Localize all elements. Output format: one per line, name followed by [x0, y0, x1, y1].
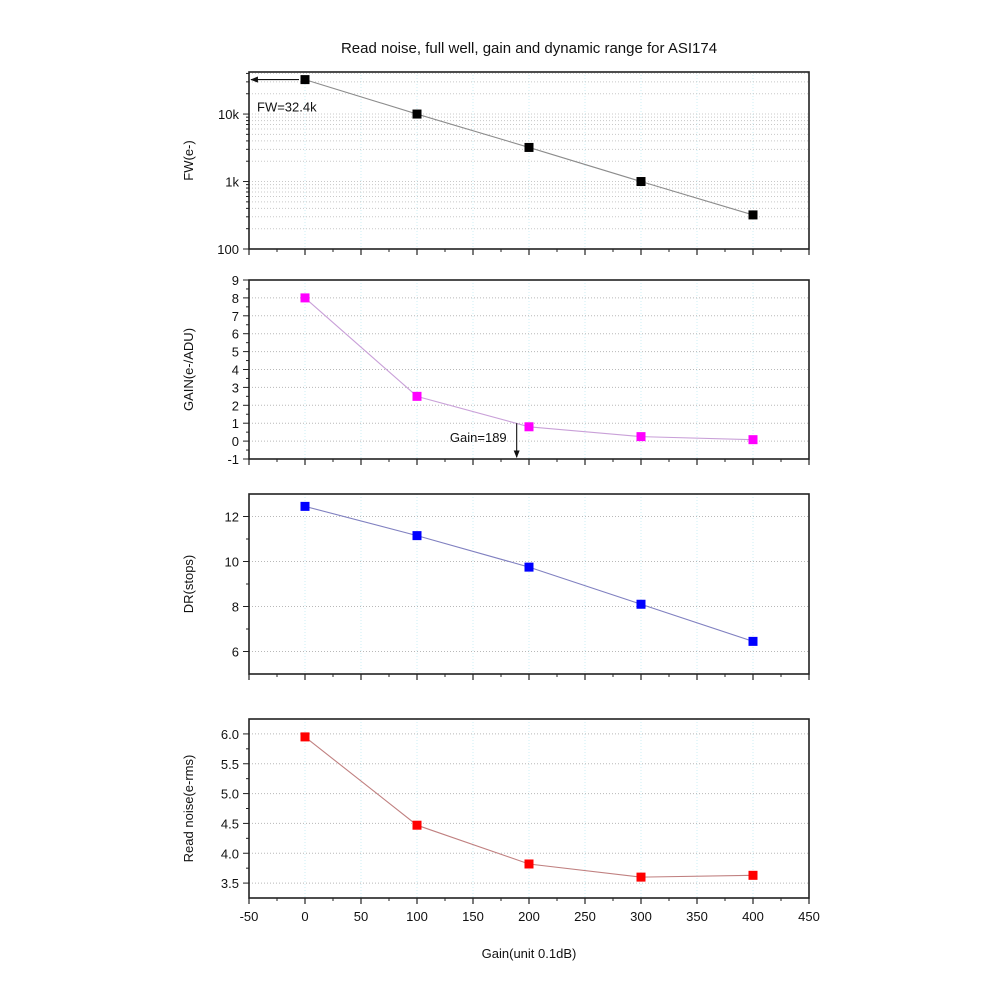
chart-title: Read noise, full well, gain and dynamic … — [340, 40, 718, 57]
data-point — [300, 732, 310, 742]
series-line — [304, 736, 754, 878]
y-tick-label: 6 — [232, 645, 239, 660]
data-point — [412, 391, 422, 401]
y-tick-label: 7 — [232, 309, 239, 324]
x-tick-label: 100 — [406, 909, 428, 924]
x-tick-label: 0 — [301, 909, 308, 924]
gain-annotation: Gain=189 — [450, 430, 507, 445]
y-tick-label: 3.5 — [221, 876, 239, 891]
y-tick-label: -1 — [227, 452, 239, 467]
y-tick-label: 3 — [232, 380, 239, 395]
y-tick-label: 1k — [225, 175, 239, 190]
data-point — [636, 432, 646, 442]
x-tick-label: 300 — [630, 909, 652, 924]
x-axis-label: Gain(unit 0.1dB) — [481, 946, 577, 961]
y-axis-label: FW(e-) — [181, 140, 196, 180]
fw-annotation: FW=32.4k — [257, 100, 317, 115]
y-tick-label: 4.5 — [221, 816, 239, 831]
y-tick-label: 6.0 — [221, 727, 239, 742]
data-point — [636, 177, 646, 187]
panel-read-noise: 3.5 4.0 4.5 5.0 5.5 6.0 Read noise(e-rms) — [181, 718, 810, 904]
data-point — [636, 599, 646, 609]
y-tick-label: 8 — [232, 291, 239, 306]
y-tick-label: 0 — [232, 434, 239, 449]
x-tick-label: 200 — [518, 909, 540, 924]
y-tick-label: 5.0 — [221, 787, 239, 802]
y-tick-label: 12 — [225, 510, 239, 525]
y-tick-label: 1 — [232, 416, 239, 431]
x-tick-label: 350 — [686, 909, 708, 924]
x-tick-label: 450 — [798, 909, 820, 924]
panel-frame — [248, 718, 810, 899]
y-tick-label: 9 — [232, 273, 239, 288]
x-tick-label: 250 — [574, 909, 596, 924]
data-point — [300, 293, 310, 303]
data-point — [300, 501, 310, 511]
data-point — [412, 531, 422, 541]
data-point — [748, 435, 758, 445]
data-point — [412, 109, 422, 119]
y-tick-label: 10 — [225, 555, 239, 570]
series-line — [304, 505, 754, 642]
y-tick-label: 6 — [232, 327, 239, 342]
y-tick-label: 100 — [217, 242, 239, 257]
y-tick-label: 10k — [218, 107, 239, 122]
y-tick-label: 8 — [232, 600, 239, 615]
data-point — [748, 870, 758, 880]
panel-dr: 6 8 10 12 DR(stops) — [181, 493, 810, 680]
data-point — [412, 820, 422, 830]
data-point — [636, 872, 646, 882]
panel-fw: 100 1k 10k FW(e-) FW=32.4k — [181, 71, 810, 257]
data-point — [748, 636, 758, 646]
y-tick-label: 5 — [232, 345, 239, 360]
data-point — [524, 562, 534, 572]
x-tick-label: 400 — [742, 909, 764, 924]
x-tick-label: 50 — [354, 909, 368, 924]
y-tick-label: 5.5 — [221, 757, 239, 772]
y-axis-label: GAIN(e-/ADU) — [181, 328, 196, 411]
data-point — [524, 422, 534, 432]
data-point — [300, 75, 310, 85]
data-point — [748, 210, 758, 220]
y-axis-label: Read noise(e-rms) — [181, 755, 196, 863]
x-tick-label: -50 — [240, 909, 259, 924]
panel-gain: -1 0 1 2 3 4 5 6 7 8 9 GAIN(e-/ADU) Gain=189 — [181, 273, 810, 467]
y-tick-label: 4 — [232, 363, 239, 378]
y-tick-label: 4.0 — [221, 846, 239, 861]
data-point — [524, 142, 534, 152]
y-axis-label: DR(stops) — [181, 555, 196, 614]
y-tick-label: 2 — [232, 398, 239, 413]
data-point — [524, 859, 534, 869]
x-tick-label: 150 — [462, 909, 484, 924]
